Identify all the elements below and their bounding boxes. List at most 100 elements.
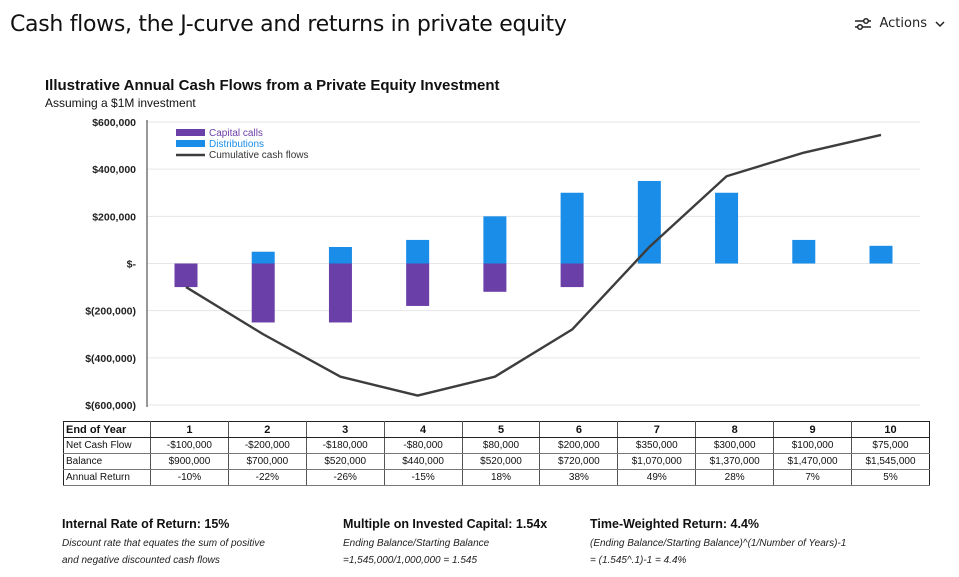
table-cell: $80,000 [461, 437, 540, 454]
y-tick-label: $400,000 [92, 164, 136, 176]
table-cell: -$200,000 [227, 437, 307, 454]
capital-call-bar [560, 263, 584, 288]
table-cell: 38% [539, 469, 618, 486]
distribution-bar [328, 246, 352, 264]
sliders-icon [854, 17, 871, 30]
capital-call-bar [406, 263, 430, 306]
table-cell: -15% [383, 469, 463, 486]
y-tick-label: $200,000 [92, 211, 136, 223]
table-cell: 18% [461, 469, 540, 486]
table-cell: $900,000 [150, 453, 229, 470]
distribution-bar [560, 192, 584, 264]
capital-call-bar [328, 263, 352, 323]
table-cell: $520,000 [305, 453, 385, 470]
table-year-cell: 6 [539, 421, 618, 438]
actions-button[interactable]: Actions [854, 16, 946, 31]
table-cell: $100,000 [773, 437, 852, 454]
twr-title: Time-Weighted Return: 4.4% [590, 517, 760, 531]
table-cell: -$100,000 [150, 437, 229, 454]
irr-metric: Internal Rate of Return: 15% Discount ra… [62, 517, 265, 569]
table-row-label: Balance [63, 453, 151, 470]
distribution-bar [637, 180, 661, 264]
table-cell: $1,470,000 [773, 453, 852, 470]
table-cell: -10% [150, 469, 229, 486]
y-tick-label: $(200,000) [85, 306, 136, 318]
distribution-bar [406, 239, 430, 264]
table-row: Balance $900,000 $700,000 $520,000 $440,000 $… [63, 453, 930, 470]
table-year-cell: 10 [851, 421, 930, 438]
distribution-bar [251, 251, 275, 264]
distribution-bar [869, 245, 893, 264]
irr-desc-line1: Discount rate that equates the sum of po… [62, 538, 265, 549]
y-tick-label: $(600,000) [85, 400, 136, 412]
table-header-row: End of Year 1 2 3 4 5 6 7 8 9 10 [63, 421, 930, 438]
table-cell: 7% [773, 469, 852, 486]
table-cell: $520,000 [461, 453, 540, 470]
moic-desc-line2: =1,545,000/1,000,000 = 1.545 [343, 555, 478, 566]
table-row: Annual Return -10% -22% -26% -15% 18% 38% 49% 28… [63, 469, 930, 486]
table-cell: $300,000 [695, 437, 774, 454]
twr-desc-line2: = (1.545^.1)-1 = 4.4% [590, 555, 687, 566]
irr-description: Discount rate that equates the sum of po… [62, 535, 265, 569]
table-row-label: Net Cash Flow [63, 437, 151, 454]
cumulative-cash-flow-line [185, 133, 882, 397]
table-cell: -$80,000 [383, 437, 463, 454]
table-cell: 5% [851, 469, 930, 486]
table-year-cell: 7 [617, 421, 696, 438]
table-cell: $440,000 [383, 453, 463, 470]
table-year-cell: 5 [461, 421, 540, 438]
capital-call-bar [251, 263, 275, 323]
table-cell: -26% [305, 469, 385, 486]
y-tick-label: $- [127, 259, 137, 271]
table-cell: $200,000 [539, 437, 618, 454]
moic-metric: Multiple on Invested Capital: 1.54x Endi… [343, 517, 547, 569]
table-cell: $1,545,000 [851, 453, 930, 470]
chart-title: Illustrative Annual Cash Flows from a Pr… [45, 77, 500, 94]
table-header-label: End of Year [63, 421, 151, 438]
legend-swatch-distributions [176, 140, 205, 147]
capital-call-bar [174, 263, 198, 288]
page-title: Cash flows, the J-curve and returns in p… [10, 12, 567, 37]
table-year-cell: 3 [305, 421, 385, 438]
legend-swatch-capital-calls [176, 129, 205, 136]
irr-title: Internal Rate of Return: 15% [62, 517, 230, 531]
table-year-cell: 9 [773, 421, 852, 438]
legend-label-capital-calls: Capital calls [209, 128, 263, 139]
chart-subtitle: Assuming a $1M investment [45, 96, 196, 110]
legend-label-distributions: Distributions [209, 139, 264, 150]
table-cell: -$180,000 [305, 437, 385, 454]
twr-metric: Time-Weighted Return: 4.4% (Ending Balan… [590, 517, 846, 569]
table-cell: $720,000 [539, 453, 618, 470]
table-row-label: Annual Return [63, 469, 151, 486]
y-tick-label: $600,000 [92, 117, 136, 129]
table-cell: $1,070,000 [617, 453, 696, 470]
table-year-cell: 1 [150, 421, 229, 438]
twr-desc-line1: (Ending Balance/Starting Balance)^(1/Num… [590, 538, 847, 549]
twr-description: (Ending Balance/Starting Balance)^(1/Num… [590, 535, 846, 569]
table-year-cell: 8 [695, 421, 774, 438]
table-cell: -22% [227, 469, 307, 486]
chevron-down-icon [935, 20, 945, 27]
table-cell: 49% [617, 469, 696, 486]
table-row: Net Cash Flow -$100,000 -$200,000 -$180,000… [63, 437, 930, 454]
moic-desc-line1: Ending Balance/Starting Balance [343, 538, 490, 549]
legend-label-cumulative: Cumulative cash flows [209, 150, 308, 161]
distribution-bar [715, 192, 739, 264]
table-cell: $700,000 [227, 453, 307, 470]
irr-desc-line2: and negative discounted cash flows [62, 555, 220, 566]
capital-call-bar [483, 263, 507, 292]
distribution-bar [483, 216, 507, 264]
table-year-cell: 4 [383, 421, 463, 438]
table-cell: $1,370,000 [695, 453, 774, 470]
table-cell: $75,000 [851, 437, 930, 454]
table-year-cell: 2 [227, 421, 307, 438]
actions-label: Actions [879, 16, 928, 31]
moic-title: Multiple on Invested Capital: 1.54x [343, 517, 548, 531]
table-cell: 28% [695, 469, 774, 486]
distribution-bar [792, 239, 816, 264]
table-cell: $350,000 [617, 437, 696, 454]
y-tick-label: $(400,000) [85, 353, 136, 365]
moic-description: Ending Balance/Starting Balance =1,545,0… [343, 535, 547, 569]
chart-plot: $600,000 $400,000 $200,000 $- $(200,000) $(40… [85, 117, 920, 412]
